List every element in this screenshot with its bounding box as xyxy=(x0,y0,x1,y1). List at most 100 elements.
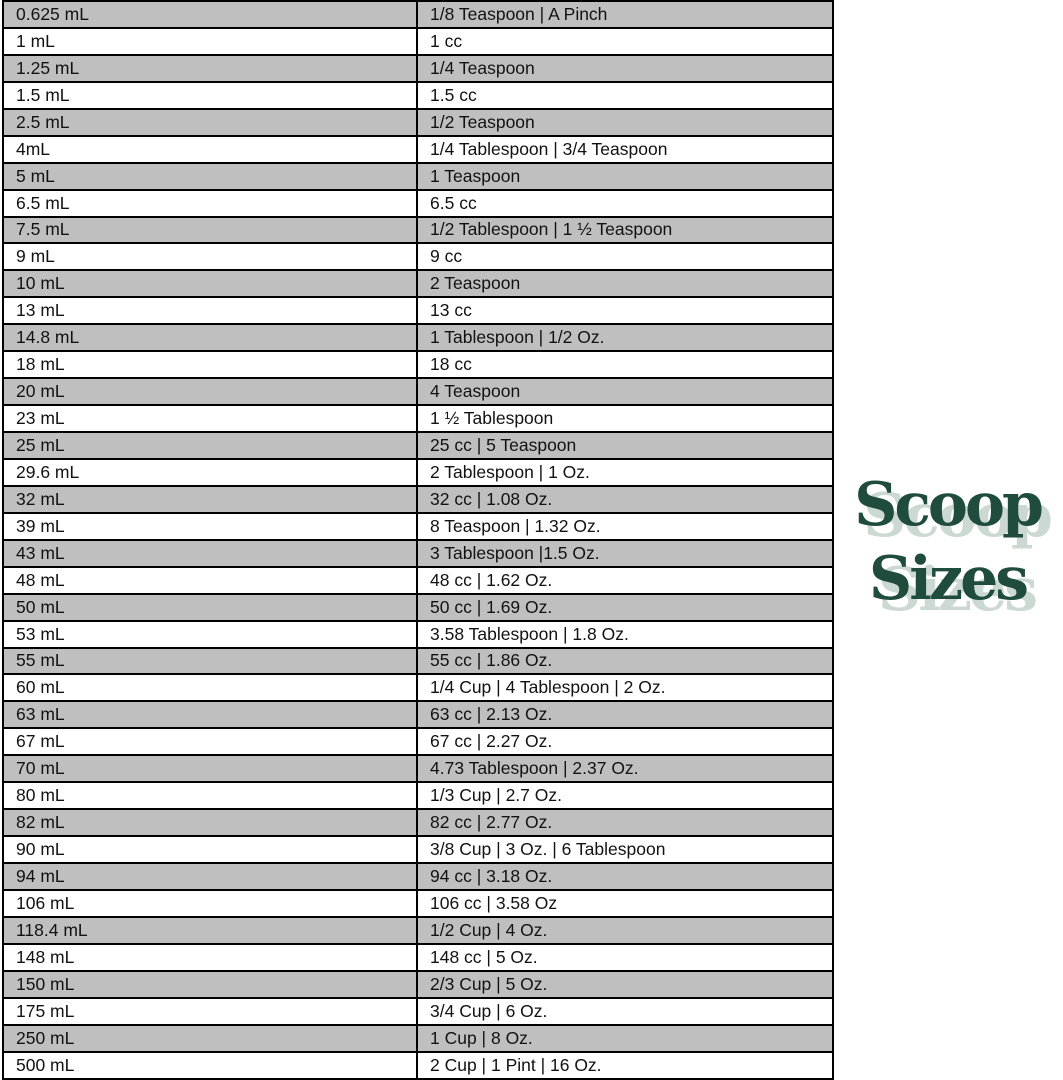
conversion-cell: 2 Teaspoon xyxy=(416,269,834,299)
scoop-sizes-logo: Scoop Sizes xyxy=(832,468,1063,616)
ml-cell: 50 mL xyxy=(2,592,418,622)
ml-cell: 90 mL xyxy=(2,835,418,864)
conversion-cell: 1/4 Tablespoon | 3/4 Teaspoon xyxy=(416,134,834,164)
ml-cell: 29.6 mL xyxy=(2,457,418,487)
ml-cell: 4mL xyxy=(2,134,418,164)
conversion-cell: 32 cc | 1.08 Oz. xyxy=(416,484,834,514)
conversion-cell: 148 cc | 5 Oz. xyxy=(416,942,834,972)
ml-cell: 148 mL xyxy=(2,942,418,972)
ml-cell: 94 mL xyxy=(2,862,418,891)
ml-cell: 1.25 mL xyxy=(2,53,418,83)
logo-line-2: Sizes xyxy=(868,544,1029,614)
table-row: 55 mL 55 cc | 1.86 Oz. xyxy=(2,646,834,676)
ml-cell: 106 mL xyxy=(2,888,418,918)
ml-cell: 53 mL xyxy=(2,619,418,649)
ml-cell: 10 mL xyxy=(2,269,418,299)
conversion-cell: 4 Teaspoon xyxy=(416,377,834,407)
conversion-cell: 1.5 cc xyxy=(416,80,834,110)
conversion-cell: 1/8 Teaspoon | A Pinch xyxy=(416,0,834,29)
conversion-cell: 3.58 Tablespoon | 1.8 Oz. xyxy=(416,619,834,649)
table-row: 63 mL 63 cc | 2.13 Oz. xyxy=(2,700,834,730)
ml-cell: 7.5 mL xyxy=(2,215,418,245)
conversion-cell: 1/4 Cup | 4 Tablespoon | 2 Oz. xyxy=(416,673,834,703)
conversion-cell: 1/3 Cup | 2.7 Oz. xyxy=(416,781,834,811)
ml-cell: 25 mL xyxy=(2,431,418,460)
ml-cell: 67 mL xyxy=(2,727,418,757)
ml-cell: 5 mL xyxy=(2,161,418,191)
table-row: 150 mL 2/3 Cup | 5 Oz. xyxy=(2,969,834,999)
ml-cell: 9 mL xyxy=(2,242,418,272)
ml-cell: 2.5 mL xyxy=(2,107,418,137)
logo-line-1: Scoop xyxy=(854,470,1044,540)
conversion-cell: 25 cc | 5 Teaspoon xyxy=(416,431,834,460)
table-row: 5 mL 1 Teaspoon xyxy=(2,161,834,191)
table-row: 106 mL 106 cc | 3.58 Oz xyxy=(2,888,834,918)
ml-cell: 60 mL xyxy=(2,673,418,703)
conversion-cell: 2 Cup | 1 Pint | 16 Oz. xyxy=(416,1050,834,1080)
table-row: 9 mL 9 cc xyxy=(2,242,834,272)
ml-cell: 43 mL xyxy=(2,538,418,568)
ml-cell: 1.5 mL xyxy=(2,80,418,110)
ml-cell: 48 mL xyxy=(2,565,418,595)
ml-cell: 20 mL xyxy=(2,377,418,407)
table-row: 60 mL 1/4 Cup | 4 Tablespoon | 2 Oz. xyxy=(2,673,834,703)
conversion-cell: 1 Teaspoon xyxy=(416,161,834,191)
conversion-cell: 106 cc | 3.58 Oz xyxy=(416,888,834,918)
ml-cell: 14.8 mL xyxy=(2,323,418,353)
conversion-cell: 1/4 Teaspoon xyxy=(416,53,834,83)
table-row: 43 mL 3 Tablespoon |1.5 Oz. xyxy=(2,538,834,568)
ml-cell: 80 mL xyxy=(2,781,418,811)
ml-cell: 150 mL xyxy=(2,969,418,999)
table-row: 13 mL 13 cc xyxy=(2,296,834,326)
ml-cell: 70 mL xyxy=(2,754,418,784)
table-row: 29.6 mL 2 Tablespoon | 1 Oz. xyxy=(2,457,834,487)
ml-cell: 1 mL xyxy=(2,26,418,56)
table-row: 2.5 mL 1/2 Teaspoon xyxy=(2,107,834,137)
table-row: 1.5 mL 1.5 cc xyxy=(2,80,834,110)
table-row: 175 mL 3/4 Cup | 6 Oz. xyxy=(2,996,834,1026)
table-row: 70 mL 4.73 Tablespoon | 2.37 Oz. xyxy=(2,754,834,784)
conversion-cell: 63 cc | 2.13 Oz. xyxy=(416,700,834,730)
conversion-cell: 6.5 cc xyxy=(416,188,834,218)
conversion-cell: 82 cc | 2.77 Oz. xyxy=(416,808,834,838)
table-row: 250 mL 1 Cup | 8 Oz. xyxy=(2,1023,834,1053)
conversion-cell: 2/3 Cup | 5 Oz. xyxy=(416,969,834,999)
scoop-conversion-table: 0.625 mL 1/8 Teaspoon | A Pinch 1 mL 1 c… xyxy=(2,0,834,1080)
conversion-cell: 55 cc | 1.86 Oz. xyxy=(416,646,834,676)
conversion-cell: 1/2 Cup | 4 Oz. xyxy=(416,915,834,945)
conversion-cell: 50 cc | 1.69 Oz. xyxy=(416,592,834,622)
ml-cell: 32 mL xyxy=(2,484,418,514)
conversion-cell: 9 cc xyxy=(416,242,834,272)
table-row: 148 mL 148 cc | 5 Oz. xyxy=(2,942,834,972)
table-row: 500 mL 2 Cup | 1 Pint | 16 Oz. xyxy=(2,1050,834,1080)
conversion-cell: 8 Teaspoon | 1.32 Oz. xyxy=(416,511,834,541)
ml-cell: 63 mL xyxy=(2,700,418,730)
conversion-cell: 13 cc xyxy=(416,296,834,326)
conversion-cell: 3/4 Cup | 6 Oz. xyxy=(416,996,834,1026)
table-row: 94 mL 94 cc | 3.18 Oz. xyxy=(2,862,834,891)
conversion-cell: 1 Cup | 8 Oz. xyxy=(416,1023,834,1053)
ml-cell: 0.625 mL xyxy=(2,0,418,29)
ml-cell: 118.4 mL xyxy=(2,915,418,945)
table-row: 118.4 mL 1/2 Cup | 4 Oz. xyxy=(2,915,834,945)
table-row: 53 mL 3.58 Tablespoon | 1.8 Oz. xyxy=(2,619,834,649)
table-row: 90 mL 3/8 Cup | 3 Oz. | 6 Tablespoon xyxy=(2,835,834,864)
table-row: 14.8 mL 1 Tablespoon | 1/2 Oz. xyxy=(2,323,834,353)
conversion-cell: 1/2 Tablespoon | 1 ½ Teaspoon xyxy=(416,215,834,245)
conversion-cell: 4.73 Tablespoon | 2.37 Oz. xyxy=(416,754,834,784)
ml-cell: 6.5 mL xyxy=(2,188,418,218)
ml-cell: 500 mL xyxy=(2,1050,418,1080)
table-row: 20 mL 4 Teaspoon xyxy=(2,377,834,407)
table-row: 18 mL 18 cc xyxy=(2,350,834,380)
ml-cell: 18 mL xyxy=(2,350,418,380)
ml-cell: 175 mL xyxy=(2,996,418,1026)
table-row: 80 mL 1/3 Cup | 2.7 Oz. xyxy=(2,781,834,811)
table-row: 4mL 1/4 Tablespoon | 3/4 Teaspoon xyxy=(2,134,834,164)
ml-cell: 55 mL xyxy=(2,646,418,676)
table-row: 67 mL 67 cc | 2.27 Oz. xyxy=(2,727,834,757)
conversion-cell: 18 cc xyxy=(416,350,834,380)
ml-cell: 82 mL xyxy=(2,808,418,838)
table-row: 48 mL 48 cc | 1.62 Oz. xyxy=(2,565,834,595)
conversion-cell: 3/8 Cup | 3 Oz. | 6 Tablespoon xyxy=(416,835,834,864)
